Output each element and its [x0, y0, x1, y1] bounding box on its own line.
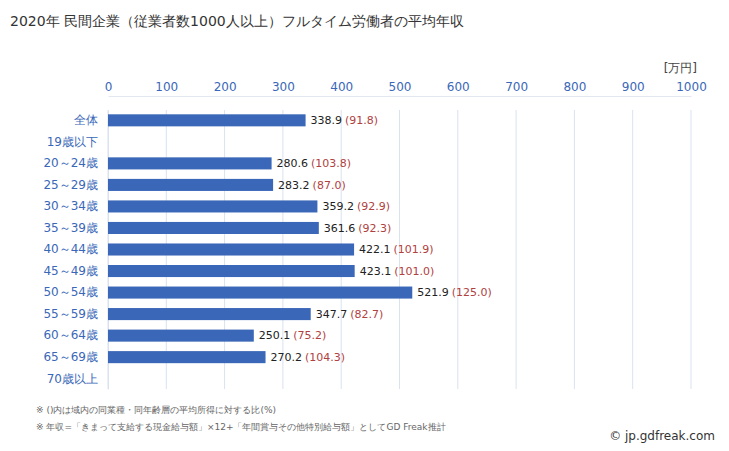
ratio-label: (91.8)	[345, 114, 378, 127]
tick: 60～64歳	[43, 328, 108, 342]
bar	[108, 330, 254, 342]
category-label: 70歳以上	[47, 372, 98, 386]
grid-line	[516, 110, 517, 389]
bar	[108, 157, 272, 169]
tick: 400	[330, 80, 353, 96]
data-label: 347.7	[316, 308, 348, 321]
ratio-label: (104.3)	[305, 351, 345, 364]
category-label: 全体	[74, 113, 98, 127]
tick-label: 1000	[676, 80, 707, 94]
bar	[108, 351, 266, 363]
note: ※ 年収=「きまって支給する現金給与額」×12+「年間賞与その他特別給与額」とし…	[36, 422, 446, 432]
y-axis: 全体 19歳以下 20～24歳 25～29歳 30～34歳 35～39歳 40～44歳 45～…	[43, 111, 108, 390]
data-label: 422.1	[359, 243, 391, 256]
plot: 0 100 200 300 400 500 600 700 800 900 1000 全体 19歳以下 2…	[43, 80, 706, 390]
data-label: 283.2	[278, 179, 310, 192]
bar	[108, 243, 354, 255]
tick-label: 400	[330, 80, 353, 94]
category-label: 30～34歳	[43, 199, 98, 213]
bars	[108, 114, 412, 363]
ratio-label: (125.0)	[452, 286, 492, 299]
tick-label: 200	[214, 80, 237, 94]
ratio-label: (101.9)	[394, 243, 434, 256]
bar	[108, 222, 319, 234]
data-label: 361.6	[324, 222, 356, 235]
category-label: 55～59歳	[43, 307, 98, 321]
category-label: 19歳以下	[47, 135, 98, 149]
category-label: 25～29歳	[43, 178, 98, 192]
tick-label: 500	[389, 80, 412, 94]
grid-line	[457, 110, 458, 389]
tick-label: 600	[447, 80, 470, 94]
tick: 600	[447, 80, 470, 96]
tick: 900	[622, 80, 645, 96]
tick: 35～39歳	[43, 221, 108, 235]
tick: 55～59歳	[43, 307, 108, 321]
tick-label: 800	[563, 80, 586, 94]
category-label: 65～69歳	[43, 350, 98, 364]
ratio-label: (92.9)	[357, 200, 390, 213]
tick-label: 900	[622, 80, 645, 94]
category-label: 45～49歳	[43, 264, 98, 278]
unit-label: [万円]	[664, 61, 697, 75]
note: ※ ()内は域内の同業種・同年齢層の平均所得に対する比(%)	[36, 405, 276, 415]
axis-line	[109, 96, 692, 97]
tick: 70歳以上	[47, 372, 108, 386]
tick: 50～54歳	[43, 285, 108, 299]
tick-label: 300	[272, 80, 295, 94]
bar	[108, 200, 317, 212]
tick: 45～49歳	[43, 264, 108, 278]
ratio-label: (103.8)	[311, 157, 351, 170]
tick: 25～29歳	[43, 178, 108, 192]
tick: 800	[563, 80, 586, 96]
category-label: 40～44歳	[43, 242, 98, 256]
grid-line	[632, 110, 633, 389]
tick: 700	[505, 80, 528, 96]
grid-line	[691, 110, 692, 389]
chart: 2020年 民間企業（従業者数1000人以上）フルタイム労働者の平均年収 [万円]…	[0, 0, 729, 451]
ratio-label: (101.0)	[394, 265, 434, 278]
grid-line	[574, 110, 575, 389]
bar	[108, 287, 412, 299]
data-label: 521.9	[417, 286, 449, 299]
category-label: 20～24歳	[43, 156, 98, 170]
bar	[108, 265, 355, 277]
ratio-label: (82.7)	[350, 308, 383, 321]
data-label: 338.9	[311, 114, 343, 127]
x-axis: 0 100 200 300 400 500 600 700 800 900 1000	[105, 80, 707, 97]
tick: 300	[272, 80, 295, 96]
bar	[108, 114, 306, 126]
tick: 全体	[74, 113, 108, 127]
ratio-label: (75.2)	[293, 329, 326, 342]
tick-label: 100	[155, 80, 178, 94]
data-labels: 338.9(91.8)280.6(103.8)283.2(87.0)359.2(…	[259, 114, 492, 364]
tick: 500	[389, 80, 412, 96]
ratio-label: (87.0)	[313, 179, 346, 192]
category-label: 50～54歳	[43, 285, 98, 299]
tick: 100	[155, 80, 178, 96]
tick: 40～44歳	[43, 242, 108, 256]
data-label: 423.1	[360, 265, 392, 278]
source: © jp.gdfreak.com	[609, 429, 715, 443]
tick: 65～69歳	[43, 350, 108, 364]
tick: 0	[105, 80, 113, 96]
data-label: 280.6	[277, 157, 309, 170]
tick: 30～34歳	[43, 199, 108, 213]
tick: 200	[214, 80, 237, 96]
category-label: 35～39歳	[43, 221, 98, 235]
bar	[108, 179, 273, 191]
tick-label: 700	[505, 80, 528, 94]
grid	[108, 110, 691, 389]
category-label: 60～64歳	[43, 328, 98, 342]
tick: 20～24歳	[43, 156, 108, 170]
data-label: 359.2	[322, 200, 354, 213]
data-label: 270.2	[271, 351, 303, 364]
data-label: 250.1	[259, 329, 291, 342]
title: 2020年 民間企業（従業者数1000人以上）フルタイム労働者の平均年収	[10, 13, 464, 29]
ratio-label: (92.3)	[358, 222, 391, 235]
bar	[108, 308, 311, 320]
tick-label: 0	[105, 80, 113, 94]
tick: 1000	[676, 80, 707, 96]
tick: 19歳以下	[47, 135, 108, 149]
